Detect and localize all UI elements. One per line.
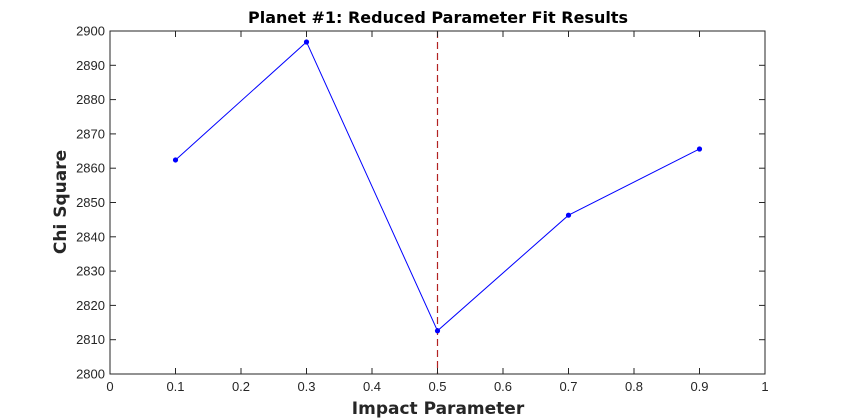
x-tick-label: 0.1 [166, 379, 184, 394]
x-axis-title: Impact Parameter [352, 399, 525, 419]
x-tick-label: 0.5 [428, 379, 446, 394]
x-tick-label: 0.8 [625, 379, 643, 394]
data-point [172, 157, 179, 163]
y-tick-label: 2890 [76, 58, 105, 73]
y-tick-label: 2900 [76, 24, 105, 39]
y-tick-label: 2810 [76, 332, 105, 347]
y-tick-label: 2850 [76, 195, 105, 210]
data-point [303, 39, 310, 45]
y-tick-label: 2830 [76, 264, 105, 279]
chart-title: Planet #1: Reduced Parameter Fit Results [248, 8, 628, 27]
x-tick-label: 0.4 [363, 379, 381, 394]
x-tick-label: 0.3 [297, 379, 315, 394]
y-tick-label: 2840 [76, 229, 105, 244]
x-tick-label: 0.9 [690, 379, 708, 394]
y-tick-label: 2820 [76, 298, 105, 313]
y-axis-title: Chi Square [51, 150, 71, 254]
y-tick-label: 2880 [76, 92, 105, 107]
y-tick-label: 2800 [76, 367, 105, 382]
axis-ticks: 0 0.1 0.2 0.3 0.4 0.5 0.6 0.7 0.8 0.9 1 2800 2810 282… [76, 24, 769, 395]
plot-area [172, 31, 703, 374]
x-tick-label: 1 [761, 379, 768, 394]
x-tick-label: 0.2 [232, 379, 250, 394]
y-tick-label: 2870 [76, 126, 105, 141]
data-point [434, 328, 441, 334]
x-tick-label: 0 [106, 379, 113, 394]
y-tick-label: 2860 [76, 161, 105, 176]
data-point [696, 146, 703, 152]
x-tick-label: 0.6 [494, 379, 512, 394]
x-tick-label: 0.7 [559, 379, 577, 394]
data-point [565, 212, 572, 218]
